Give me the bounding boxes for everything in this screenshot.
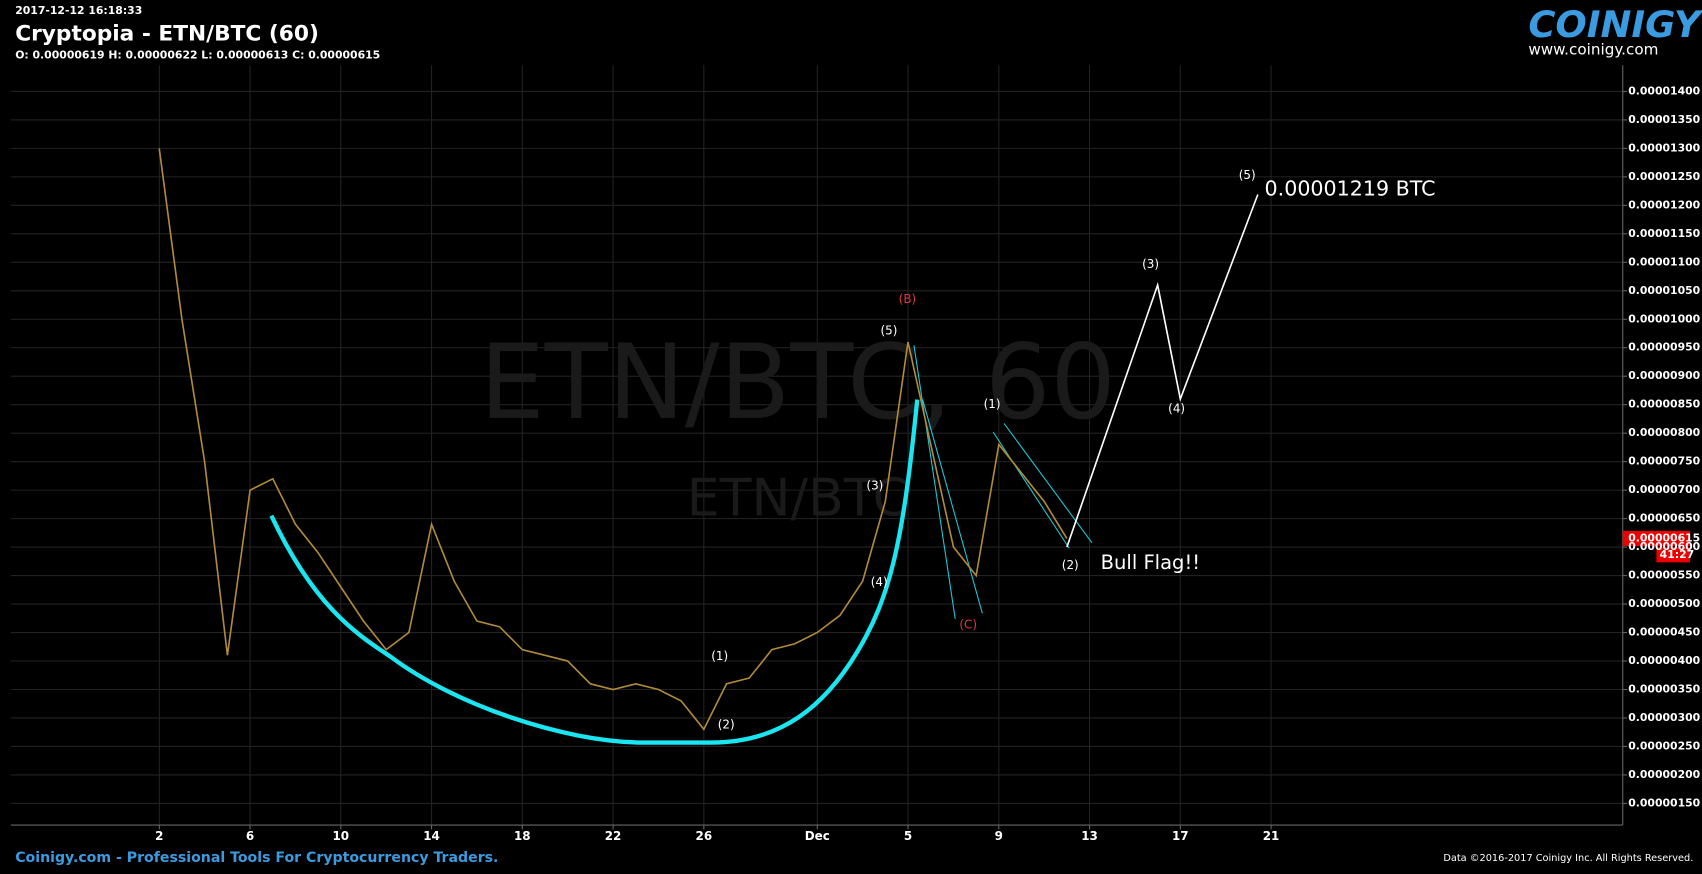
y-tick-label: 0.00000600 <box>1628 540 1700 553</box>
y-tick-label: 0.00000400 <box>1628 654 1700 667</box>
annotation: (C) <box>959 618 977 632</box>
x-tick-label: Dec <box>805 829 830 843</box>
x-tick-label: 14 <box>423 829 440 843</box>
cup-curve <box>269 399 920 745</box>
annotation: (4) <box>871 575 888 589</box>
footer-right: Data ©2016-2017 Coinigy Inc. All Rights … <box>1443 853 1693 864</box>
price-tag: 0.00000615 <box>1628 531 1700 544</box>
y-tick-label: 0.00000500 <box>1628 597 1700 610</box>
annotation: (3) <box>1142 257 1159 271</box>
y-tick-label: 0.00000650 <box>1628 512 1700 525</box>
countdown-bg <box>1656 547 1691 563</box>
price-line <box>158 148 1068 731</box>
ohlc: O: 0.00000619 H: 0.00000622 L: 0.0000061… <box>15 49 380 62</box>
x-tick-label: 10 <box>332 829 349 843</box>
y-tick-label: 0.00001350 <box>1628 113 1700 126</box>
x-tick-label: 5 <box>904 829 912 843</box>
logo: COINIGY <box>1528 3 1702 46</box>
annotation: (1) <box>711 649 728 663</box>
x-tick-label: 2 <box>155 829 163 843</box>
annotation: (4) <box>1168 402 1185 416</box>
y-tick-label: 0.00000250 <box>1628 739 1700 752</box>
title: Cryptopia - ETN/BTC (60) <box>15 21 319 46</box>
annotation: (3) <box>866 479 883 493</box>
x-tick-label: 21 <box>1263 829 1280 843</box>
watermark-sub: ETN/BTC <box>687 469 909 529</box>
price-line <box>1066 194 1259 548</box>
y-tick-label: 0.00000900 <box>1628 369 1700 382</box>
x-tick-label: 13 <box>1081 829 1098 843</box>
y-tick-label: 0.00000700 <box>1628 483 1700 496</box>
annotation: (5) <box>1239 168 1256 182</box>
annotation: (B) <box>899 292 917 306</box>
x-tick-label: 9 <box>995 829 1003 843</box>
y-tick-label: 0.00000200 <box>1628 768 1700 781</box>
annotation: (2) <box>718 717 735 731</box>
x-tick-label: 22 <box>605 829 622 843</box>
y-tick-label: 0.00000800 <box>1628 426 1700 439</box>
y-tick-label: 0.00000850 <box>1628 398 1700 411</box>
y-tick-label: 0.00000550 <box>1628 569 1700 582</box>
x-tick-label: 26 <box>696 829 713 843</box>
x-tick-label: 6 <box>246 829 254 843</box>
annotation: (1) <box>984 397 1001 411</box>
footer-left: Coinigy.com - Professional Tools For Cry… <box>15 850 498 866</box>
y-tick-label: 0.00001300 <box>1628 141 1700 154</box>
y-tick-label: 0.00000450 <box>1628 626 1700 639</box>
annotation: 0.00001219 BTC <box>1265 176 1436 200</box>
y-tick-label: 0.00000300 <box>1628 711 1700 724</box>
y-tick-label: 0.00000950 <box>1628 341 1700 354</box>
y-tick-label: 0.00001400 <box>1628 84 1700 97</box>
timestamp: 2017-12-12 16:18:33 <box>15 4 142 17</box>
y-tick-label: 0.00000150 <box>1628 796 1700 809</box>
y-tick-label: 0.00001000 <box>1628 312 1700 325</box>
site: www.coinigy.com <box>1528 40 1658 58</box>
price-tag-bg <box>1622 530 1691 547</box>
x-tick-label: 18 <box>514 829 531 843</box>
annotation: Bull Flag!! <box>1101 551 1200 574</box>
y-tick-label: 0.00001250 <box>1628 170 1700 183</box>
y-tick-label: 0.00001200 <box>1628 198 1700 211</box>
grid <box>10 65 1623 826</box>
watermark: ETN/BTC, 60 <box>480 323 1116 443</box>
y-tick-label: 0.00000350 <box>1628 682 1700 695</box>
y-tick-label: 0.00001050 <box>1628 284 1700 297</box>
y-tick-label: 0.00000750 <box>1628 455 1700 468</box>
x-tick-label: 17 <box>1172 829 1189 843</box>
annotation: (2) <box>1062 558 1079 572</box>
countdown: 41:27 <box>1660 548 1695 561</box>
annotation: (5) <box>881 323 898 337</box>
flag-lines <box>913 345 1093 619</box>
y-tick-label: 0.00001150 <box>1628 227 1700 240</box>
y-tick-label: 0.00001100 <box>1628 255 1700 268</box>
